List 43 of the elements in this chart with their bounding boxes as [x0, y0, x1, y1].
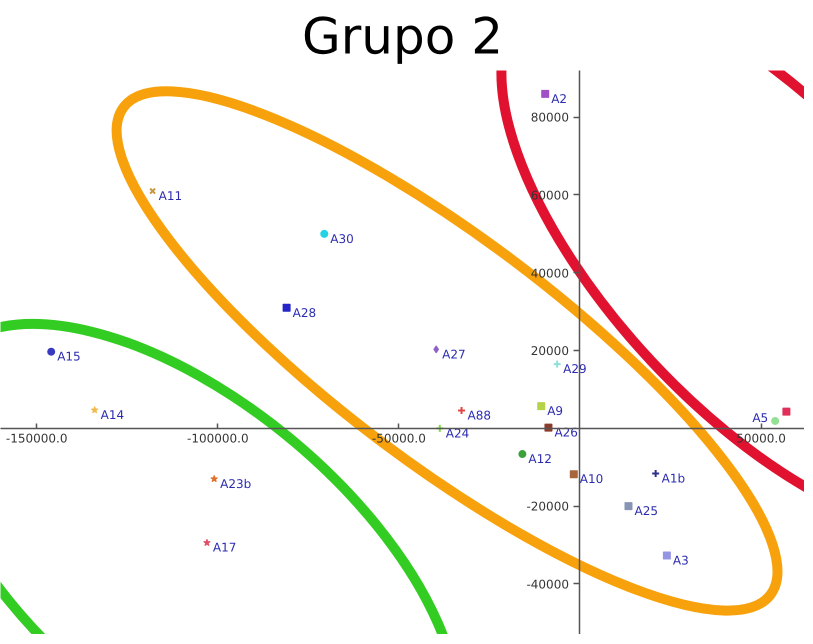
- series-label: A24: [446, 426, 470, 440]
- y-tick-label: 20000: [530, 344, 569, 358]
- series-label: A14: [100, 408, 124, 422]
- y-tick-label: 80000: [530, 110, 569, 125]
- chart-title: Grupo 2: [302, 8, 504, 66]
- y-tick-label: -20000: [526, 500, 569, 514]
- point: [149, 188, 156, 195]
- point: [435, 424, 444, 433]
- x-tick-label: -100000.0: [187, 431, 249, 446]
- series-label: A1b: [662, 471, 686, 486]
- series-label: A27: [442, 347, 466, 362]
- series-label: A5: [752, 410, 768, 425]
- point: [624, 502, 632, 510]
- point: [537, 402, 546, 410]
- x-tick-label: -150000.0: [6, 431, 68, 446]
- point: [570, 470, 578, 478]
- series-label: A11: [158, 189, 182, 204]
- point: [771, 416, 780, 425]
- series-label: A23b: [220, 476, 252, 491]
- point: [320, 230, 328, 238]
- series-label: A30: [330, 232, 354, 246]
- point: [433, 345, 440, 354]
- point: [552, 360, 562, 369]
- series-label: A9: [547, 404, 564, 418]
- series-label: A88: [468, 408, 492, 422]
- point: [282, 304, 291, 312]
- point: [210, 474, 218, 482]
- series-label: A17: [212, 540, 236, 555]
- y-tick-label: -40000: [526, 577, 569, 592]
- series-label: A25: [634, 504, 658, 518]
- point: [47, 348, 56, 356]
- series-label: A15: [57, 350, 81, 364]
- point: [541, 90, 550, 98]
- series-label: A3: [672, 554, 689, 568]
- point: [203, 538, 211, 546]
- series-label: A2: [551, 92, 568, 106]
- point: [90, 406, 98, 414]
- series-label: A28: [292, 306, 316, 320]
- point: [662, 552, 671, 560]
- series-label: A12: [528, 452, 552, 466]
- point: [518, 450, 526, 458]
- series-label: A10: [580, 472, 604, 486]
- point: [782, 408, 790, 416]
